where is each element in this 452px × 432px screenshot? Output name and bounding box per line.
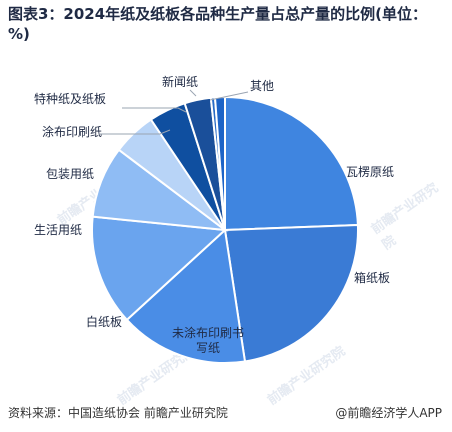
- pie-slice: [223, 223, 359, 363]
- slice-label: 生活用纸: [34, 223, 82, 237]
- slice-label: 白纸板: [86, 314, 122, 329]
- slice-label: 箱纸板: [354, 270, 390, 285]
- leader-line: [122, 107, 187, 113]
- brand-note: @前瞻经济学人APP: [335, 406, 442, 420]
- leader-line: [209, 91, 249, 101]
- pie-slice: [125, 227, 247, 364]
- slice-label: 新闻纸: [162, 74, 198, 89]
- leader-line: [189, 89, 197, 97]
- pie-slice: [224, 95, 359, 232]
- slice-label: 瓦楞原纸: [346, 164, 394, 179]
- pie-slice: [91, 215, 228, 322]
- chart-title: 图表3：2024年纸及纸板各品种生产量占总产量的比例(单位：%): [8, 5, 428, 43]
- leader-line: [100, 129, 171, 135]
- slice-label: 其他: [250, 79, 274, 93]
- slice-label: 包装用纸: [46, 167, 94, 181]
- slice-label: 特种纸及纸板: [34, 91, 106, 106]
- source-note: 资料来源：中国造纸协会 前瞻产业研究院: [8, 406, 228, 420]
- slice-label: 未涂布印刷书写纸: [172, 325, 244, 355]
- slice-label: 涂布印刷纸: [42, 124, 102, 139]
